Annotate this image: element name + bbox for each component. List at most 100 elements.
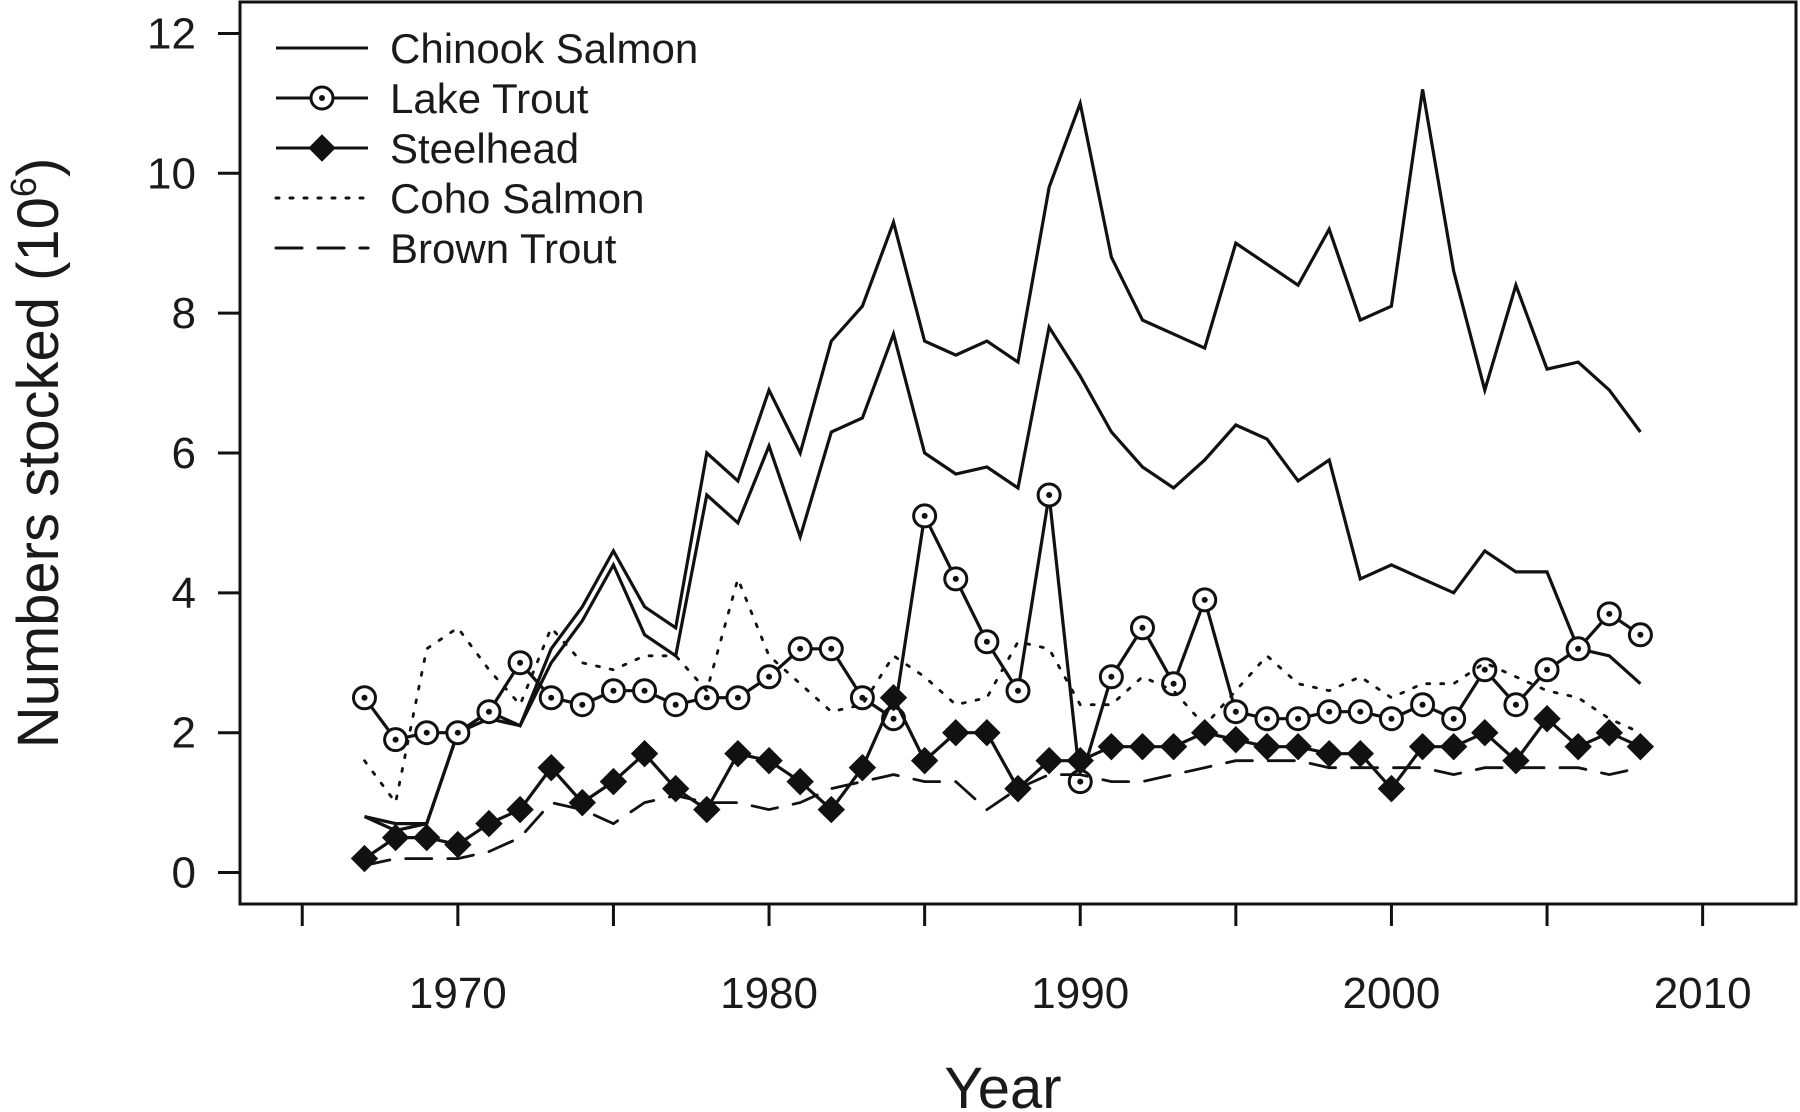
data-point [755, 746, 783, 775]
data-point-center [1015, 687, 1021, 694]
x-axis: 1970 1980 1990 2000 2010 [300, 904, 1752, 1018]
data-point [661, 774, 690, 803]
data-point-center [641, 687, 648, 694]
data-point-center [1046, 491, 1053, 498]
legend-item: Chinook Salmon [276, 25, 698, 72]
data-point-center [361, 694, 368, 701]
y-axis-title-close: ) [6, 158, 71, 177]
legend-item: Steelhead [276, 125, 579, 172]
legend-item: Coho Salmon [274, 175, 644, 222]
y-tick-label: 2 [172, 709, 196, 758]
legend-label: Lake Trout [390, 75, 589, 122]
data-point [1128, 732, 1157, 761]
data-point-center [1544, 666, 1551, 673]
data-point-center [1419, 701, 1426, 708]
data-point-center [1263, 715, 1270, 722]
data-point [817, 795, 845, 824]
x-tick-label: 2010 [1654, 969, 1752, 1018]
data-point [910, 746, 939, 775]
y-tick-label: 8 [172, 289, 196, 338]
data-point [1191, 718, 1219, 747]
series-coho-salmon-4 [363, 574, 1642, 806]
data-point-center [828, 645, 835, 652]
legend-label: Chinook Salmon [390, 25, 698, 72]
data-point-center [1637, 631, 1644, 638]
data-point [475, 809, 503, 838]
data-point-center [1512, 701, 1519, 708]
data-point-center [579, 701, 586, 708]
series-line [363, 759, 1642, 867]
data-point [1439, 732, 1468, 761]
data-point [630, 739, 659, 768]
data-point [1284, 732, 1312, 761]
data-point-center [1357, 708, 1364, 715]
data-point-center [1606, 610, 1613, 617]
series-chinook-salmon-0 [364, 89, 1642, 826]
x-tick-label: 1990 [1031, 969, 1129, 1018]
data-point-center [734, 694, 741, 701]
y-tick-label: 10 [147, 149, 196, 198]
data-point-center [392, 736, 399, 743]
series-line [364, 89, 1642, 826]
data-point [537, 753, 565, 782]
data-point-center [1108, 673, 1115, 680]
series-layer [350, 89, 1655, 873]
legend-item: Brown Trout [274, 225, 617, 272]
data-point-center [1232, 708, 1239, 715]
y-tick-label: 12 [147, 9, 196, 58]
series-brown-trout-5 [363, 759, 1642, 867]
data-point-center [548, 694, 555, 701]
legend-label: Coho Salmon [390, 175, 644, 222]
data-point [1253, 732, 1281, 761]
data-point-center [983, 638, 990, 645]
data-point-center [1575, 645, 1582, 652]
data-point-center [517, 659, 524, 666]
data-point [1097, 732, 1126, 761]
data-point [879, 684, 908, 712]
data-point-center [797, 645, 804, 652]
data-point-center [1481, 666, 1488, 673]
legend-marker [308, 134, 336, 162]
data-point [1595, 718, 1623, 747]
y-axis-title-main: Numbers stocked (10 [6, 197, 71, 748]
y-tick-label: 6 [172, 429, 196, 478]
data-point [1377, 774, 1406, 803]
data-point [786, 767, 814, 796]
data-point-center [952, 575, 959, 582]
y-axis-title: Numbers stocked (106) [3, 158, 71, 749]
data-point [1471, 718, 1499, 747]
data-point [1035, 746, 1063, 775]
data-point [724, 739, 752, 768]
y-axis-title-exponent: 6 [3, 177, 44, 197]
data-point-center [1326, 708, 1333, 715]
data-point [1222, 725, 1250, 754]
data-point [1408, 732, 1437, 761]
data-point-center [1295, 715, 1302, 722]
x-tick-label: 1980 [720, 969, 818, 1018]
series-chinook-salmon-1 [363, 322, 1642, 833]
legend-item: Lake Trout [276, 75, 589, 122]
data-point [848, 753, 877, 782]
data-point-center [1388, 715, 1395, 722]
data-point-center [610, 687, 617, 694]
legend-marker-center [319, 95, 325, 101]
y-tick-label: 4 [172, 569, 196, 618]
data-point-center [1170, 680, 1177, 687]
plot-frame [238, 0, 1798, 906]
data-point [1533, 704, 1561, 733]
data-point-center [921, 512, 928, 519]
legend-label: Brown Trout [390, 225, 617, 272]
data-point-center [485, 708, 492, 715]
data-point [599, 767, 628, 796]
data-point-center [1077, 778, 1084, 785]
data-point [1626, 732, 1655, 761]
data-point-center [1201, 596, 1208, 603]
data-point [381, 823, 410, 852]
data-point-center [1450, 715, 1457, 722]
x-tick-label: 2000 [1342, 969, 1440, 1018]
data-point [973, 718, 1001, 747]
data-point-center [672, 701, 679, 708]
